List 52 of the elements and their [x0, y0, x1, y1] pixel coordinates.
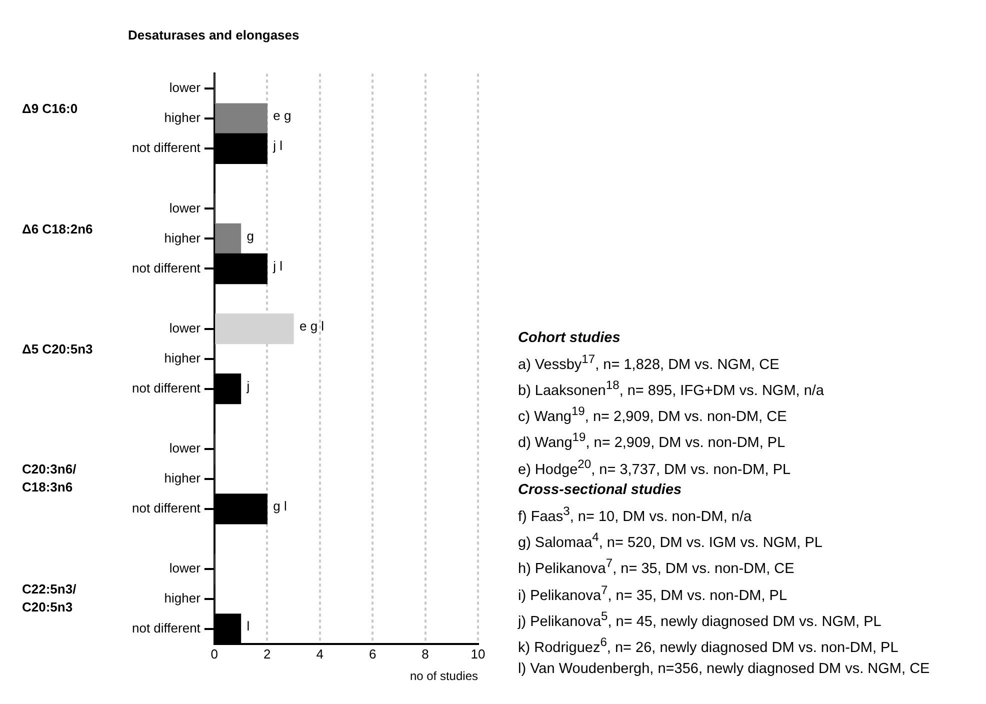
- data-label: j l: [272, 258, 283, 274]
- x-tick-label: 8: [422, 646, 429, 662]
- text: Δ5 C20:5n3: [22, 341, 93, 356]
- y-tick-label: not different: [132, 380, 201, 396]
- text: h) Pelikanova$^{7}$, n= 35, DM vs. non-DM, CE: [518, 555, 796, 580]
- data-label: l: [246, 618, 250, 634]
- data-label: g l: [273, 498, 287, 514]
- text: Δ9 C16:0: [22, 101, 78, 116]
- x-axis-title: no of studies: [410, 669, 478, 684]
- x-tick-label: 2: [264, 646, 271, 662]
- y-tick-label: higher: [164, 230, 202, 246]
- data-label: j l: [272, 138, 283, 154]
- y-tick-label: not different: [132, 260, 201, 276]
- text: Δ6 C18:2n6: [22, 221, 93, 236]
- text: C22:5n3/ C20:5n3: [22, 582, 77, 615]
- x-tick-label: 4: [316, 646, 324, 662]
- bar: [215, 103, 268, 134]
- y-tick-label: lower: [169, 320, 202, 336]
- text: b) Laaksonen$^{18}$, n= 895, IFG+DM vs. NGM, n/a: [518, 376, 825, 401]
- y-tick-label: higher: [164, 470, 202, 486]
- bar: [215, 223, 242, 254]
- y-tick-label: not different: [132, 140, 201, 156]
- text: Cross-sectional studies: [518, 481, 683, 500]
- x-tick-label: 6: [368, 646, 376, 662]
- y-tick-label: higher: [164, 590, 202, 606]
- text: k) Rodriguez$^{6}$, n= 26, newly diagnosed DM vs. non-DM, PL: [518, 634, 900, 658]
- y-tick-label: lower: [169, 440, 202, 456]
- y-tick-label: lower: [169, 560, 202, 576]
- data-label: e g l: [299, 318, 324, 334]
- text: C20:3n6/ C18:3n6: [22, 461, 77, 494]
- x-tick-label: 10: [470, 646, 486, 662]
- y-tick-label: lower: [169, 200, 202, 216]
- text: c) Wang$^{19}$, n= 2,909, DM vs. non-DM, CE: [518, 403, 788, 427]
- text: d) Wang$^{19}$, n= 2,909, DM vs. non-DM, PL: [518, 429, 786, 454]
- y-tick-label: lower: [169, 80, 202, 96]
- text: e) Hodge$^{20}$, n= 3,737, DM vs. non-DM, PL: [518, 456, 792, 480]
- text: Cohort studies: [518, 329, 622, 348]
- y-tick-label: not different: [132, 620, 201, 636]
- y-tick-label: higher: [164, 110, 202, 126]
- text: j) Pelikanova$^{5}$, n= 45, newly diagnosed DM vs. NGM, PL: [518, 608, 882, 632]
- text: a) Vessby$^{17}$, n= 1,828, DM vs. NGM, CE: [518, 350, 780, 374]
- data-label: g: [246, 228, 254, 244]
- y-tick-label: not different: [132, 500, 201, 516]
- chart-title: Desaturases and elongases: [128, 27, 300, 42]
- y-tick-label: higher: [164, 350, 202, 366]
- text: g) Salomaa$^{4}$, n= 520, DM vs. IGM vs. NGM, PL: [518, 528, 824, 553]
- text: l) Van Woudenbergh, n=356, newly diagnosed DM vs. NGM, CE: [518, 660, 931, 679]
- text: i) Pelikanova$^{7}$, n= 35, DM vs. non-DM, PL: [518, 582, 788, 606]
- text: f) Faas$^{3}$, n= 10, DM vs. non-DM, n/a: [518, 502, 753, 526]
- data-label: j: [246, 378, 250, 394]
- data-label: e g: [273, 108, 292, 124]
- x-tick-label: 0: [210, 646, 218, 662]
